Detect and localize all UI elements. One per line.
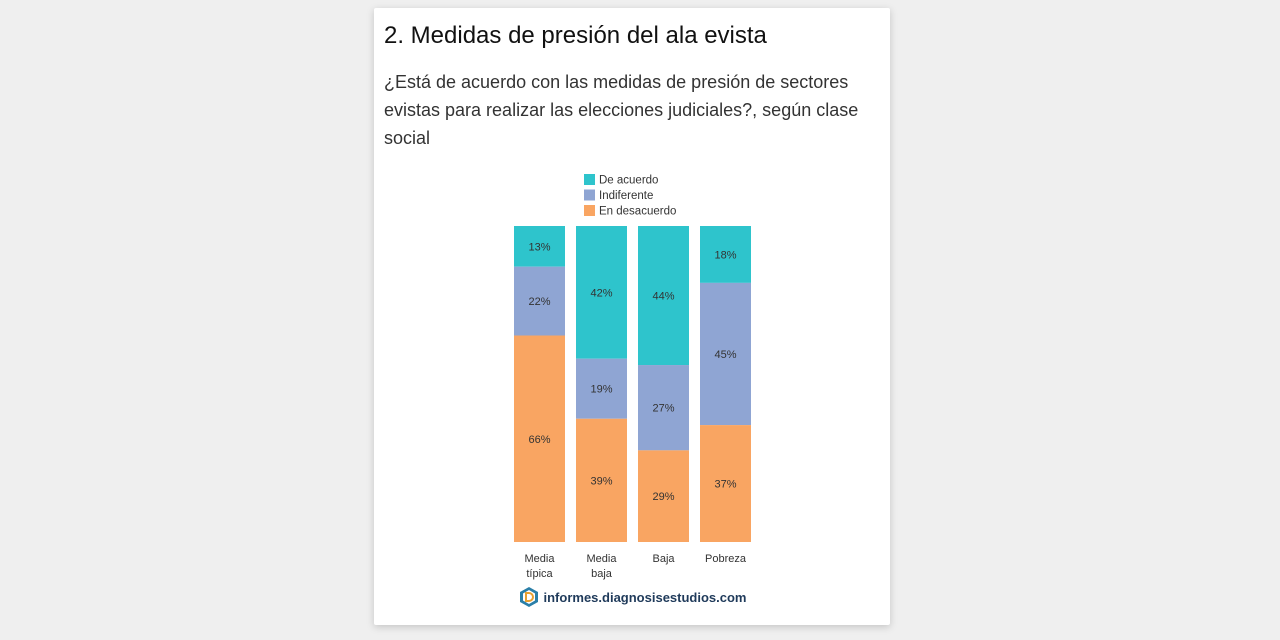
bar-segment [638, 365, 689, 451]
category-label: Pobreza [705, 553, 747, 565]
data-label: 29% [652, 491, 674, 503]
source-footer[interactable]: informes.diagnosisestudios.com [374, 586, 890, 608]
data-label: 39% [590, 475, 612, 487]
data-label: 13% [528, 241, 550, 253]
category-label: baja [591, 568, 613, 580]
bar-segment [514, 226, 565, 267]
data-label: 45% [714, 349, 736, 361]
stacked-bar-chart: De acuerdo Indiferente En desacuerdo 13% 22%… [514, 174, 751, 580]
data-label: 18% [714, 249, 736, 261]
legend-label: En desacuerdo [599, 206, 676, 218]
bar-segment [576, 358, 627, 419]
data-label: 44% [652, 291, 674, 303]
chart-card: 2. Medidas de presión del ala evista ¿Es… [374, 8, 890, 625]
bar-segment [638, 450, 689, 542]
legend-label: De acuerdo [599, 175, 658, 187]
chart-subtitle: ¿Está de acuerdo con las medidas de pres… [384, 72, 859, 148]
data-label: 66% [528, 434, 550, 446]
category-label: Media [525, 553, 556, 565]
category-label: típica [526, 568, 553, 580]
chart-title: 2. Medidas de presión del ala evista [384, 22, 767, 49]
source-link[interactable]: informes.diagnosisestudios.com [543, 589, 747, 605]
data-label: 37% [714, 479, 736, 491]
legend-swatch [584, 174, 595, 185]
data-label: 27% [652, 403, 674, 415]
bar-segment [700, 226, 751, 283]
bar-segment [700, 425, 751, 542]
legend-label: Indiferente [599, 190, 653, 202]
data-label: 19% [590, 384, 612, 396]
data-label: 22% [528, 296, 550, 308]
bar-segment [514, 335, 565, 542]
bar-segment [576, 226, 627, 359]
category-label: Baja [652, 553, 675, 565]
bar-segment [700, 282, 751, 426]
data-label: 42% [590, 287, 612, 299]
legend-swatch [584, 205, 595, 216]
category-label: Media [587, 553, 618, 565]
diagnosis-logo-icon [519, 587, 538, 607]
legend-swatch [584, 189, 595, 201]
bar-segment [576, 418, 627, 542]
bar-segment [638, 226, 689, 366]
bar-segment [514, 266, 565, 336]
